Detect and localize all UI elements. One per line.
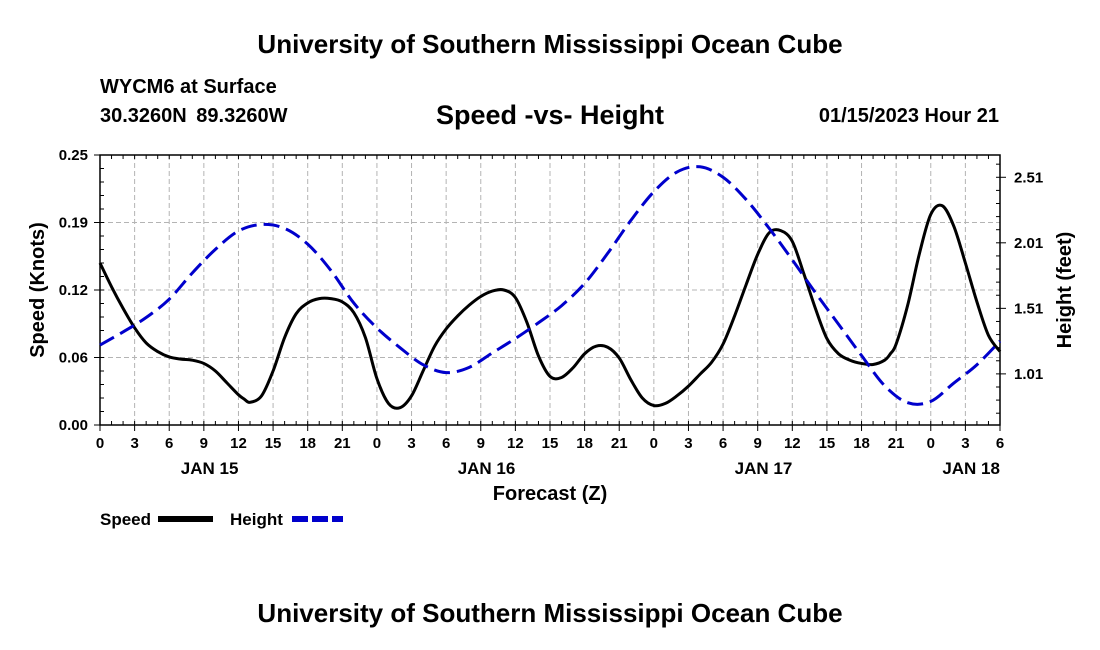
x-tick-label: 6 (442, 435, 450, 452)
x-day-label: JAN 17 (735, 459, 793, 478)
x-tick-label: 12 (784, 435, 801, 452)
x-day-label: JAN 15 (181, 459, 239, 478)
chart-subtitle: Speed -vs- Height (435, 100, 665, 130)
x-tick-label: 12 (230, 435, 247, 452)
x-tick-label: 18 (576, 435, 593, 452)
x-tick-label: 9 (754, 435, 762, 452)
x-tick-label: 9 (200, 435, 208, 452)
x-tick-label: 21 (611, 435, 628, 452)
series-line-speed (98, 203, 1002, 410)
y-left-tick-label: 0.25 (59, 147, 88, 164)
x-tick-label: 3 (130, 435, 138, 452)
x-tick-label: 0 (650, 435, 658, 452)
x-tick-label: 21 (888, 435, 905, 452)
x-tick-label: 3 (961, 435, 969, 452)
y-right-tick-label: 2.01 (1014, 235, 1043, 252)
x-tick-label: 15 (819, 435, 836, 452)
x-tick-label: 21 (334, 435, 351, 452)
station-coordinates: 30.3260N 89.3260W (100, 105, 288, 127)
x-tick-label: 15 (265, 435, 282, 452)
forecast-datetime: 01/15/2023 Hour 21 (818, 105, 999, 127)
y-right-tick-label: 1.01 (1014, 366, 1043, 383)
legend-label-height: Height (230, 510, 283, 529)
x-day-label: JAN 16 (458, 459, 516, 478)
x-tick-label: 3 (407, 435, 415, 452)
x-tick-label: 6 (719, 435, 727, 452)
x-tick-label: 3 (684, 435, 692, 452)
y-right-tick-label: 2.51 (1014, 169, 1043, 186)
legend-label-speed: Speed (100, 510, 151, 529)
x-axis-title: Forecast (Z) (493, 483, 607, 505)
y-left-tick-label: 0.00 (59, 417, 88, 434)
station-label: WYCM6 at Surface (100, 76, 277, 98)
x-tick-label: 6 (996, 435, 1004, 452)
x-tick-label: 9 (477, 435, 485, 452)
y-left-tick-label: 0.12 (59, 282, 88, 299)
footer-title: University of Southern Mississippi Ocean… (257, 598, 843, 628)
y-left-tick-label: 0.06 (59, 350, 88, 367)
y-left-axis-title: Speed (Knots) (27, 222, 49, 358)
series-line-height (99, 165, 1002, 406)
x-tick-label: 15 (542, 435, 559, 452)
x-day-label: JAN 18 (942, 459, 1000, 478)
y-left-tick-label: 0.19 (59, 215, 88, 232)
x-tick-label: 18 (853, 435, 870, 452)
main-title: University of Southern Mississippi Ocean… (257, 29, 843, 59)
x-tick-label: 18 (299, 435, 316, 452)
x-tick-label: 6 (165, 435, 173, 452)
x-tick-label: 0 (96, 435, 104, 452)
y-right-axis-title: Height (feet) (1054, 232, 1076, 349)
y-right-tick-label: 1.51 (1014, 300, 1043, 317)
x-tick-label: 0 (373, 435, 381, 452)
x-tick-label: 0 (927, 435, 935, 452)
x-tick-label: 12 (507, 435, 524, 452)
